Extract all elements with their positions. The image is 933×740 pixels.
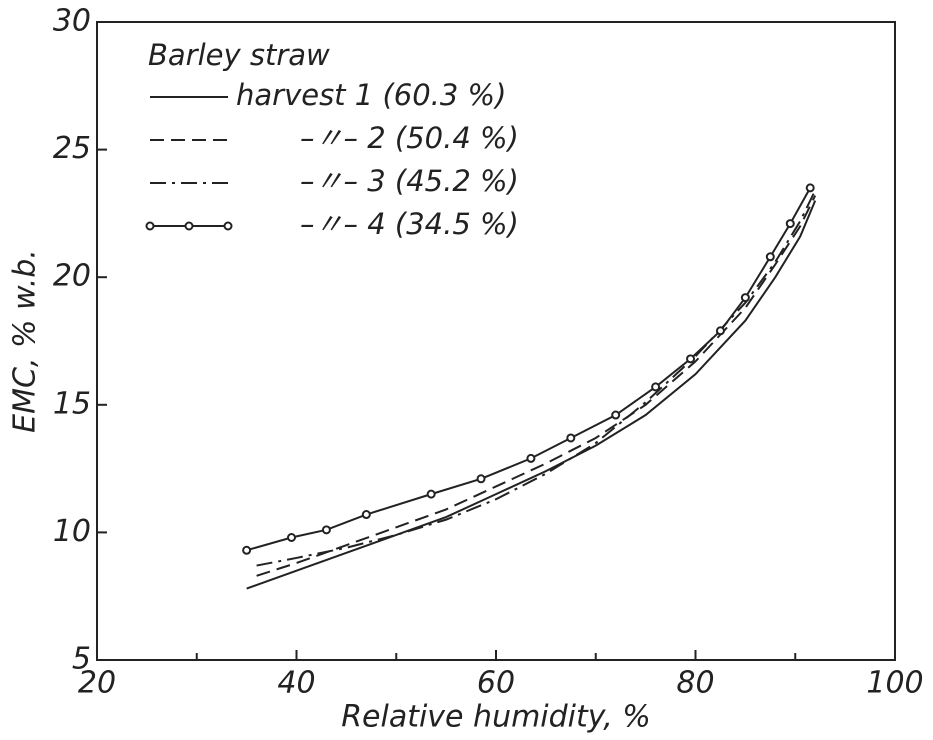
point-marker (361, 510, 371, 520)
point-marker (526, 453, 536, 463)
point-marker (476, 474, 486, 484)
point-marker (686, 354, 696, 364)
series-line (256, 189, 817, 567)
y-tick-label: 5 (72, 642, 91, 677)
point-marker (805, 183, 815, 193)
point-marker (287, 533, 297, 543)
series-line (256, 195, 817, 577)
point-marker (651, 382, 661, 392)
x-tick-label: 60 (477, 666, 515, 701)
legend-label: –〃– 3 (45.2 %) (300, 164, 519, 198)
point-marker (321, 525, 331, 535)
legend-label: –〃– 2 (50.4 %) (300, 121, 519, 155)
x-tick-label: 40 (277, 666, 315, 701)
legend-label: –〃– 4 (34.5 %) (300, 207, 519, 241)
legend-label: harvest 1 (60.3 %) (236, 78, 506, 112)
point-marker (566, 433, 576, 443)
legend-marker (223, 221, 233, 231)
series-line (246, 200, 817, 590)
point-marker (242, 545, 252, 555)
series-line (246, 187, 812, 552)
point-marker (715, 326, 725, 336)
y-tick-label: 15 (53, 386, 91, 421)
y-tick-label: 30 (53, 4, 91, 39)
point-marker (740, 293, 750, 303)
legend-marker (184, 221, 194, 231)
x-tick-label: 20 (78, 666, 116, 701)
x-tick-label: 100 (866, 666, 923, 701)
y-tick-label: 10 (53, 514, 91, 549)
point-marker (785, 219, 795, 229)
y-tick-label: 25 (53, 131, 91, 166)
plot-frame (96, 21, 896, 661)
legend-marker (145, 221, 155, 231)
legend-title: Barley straw (148, 38, 330, 72)
y-axis-label: EMC, % w.b. (8, 249, 43, 433)
x-tick-label: 80 (676, 666, 714, 701)
x-axis-label: Relative humidity, % (341, 700, 651, 735)
y-tick-label: 20 (53, 259, 91, 294)
point-marker (765, 252, 775, 262)
point-marker (611, 410, 621, 420)
point-marker (426, 489, 436, 499)
